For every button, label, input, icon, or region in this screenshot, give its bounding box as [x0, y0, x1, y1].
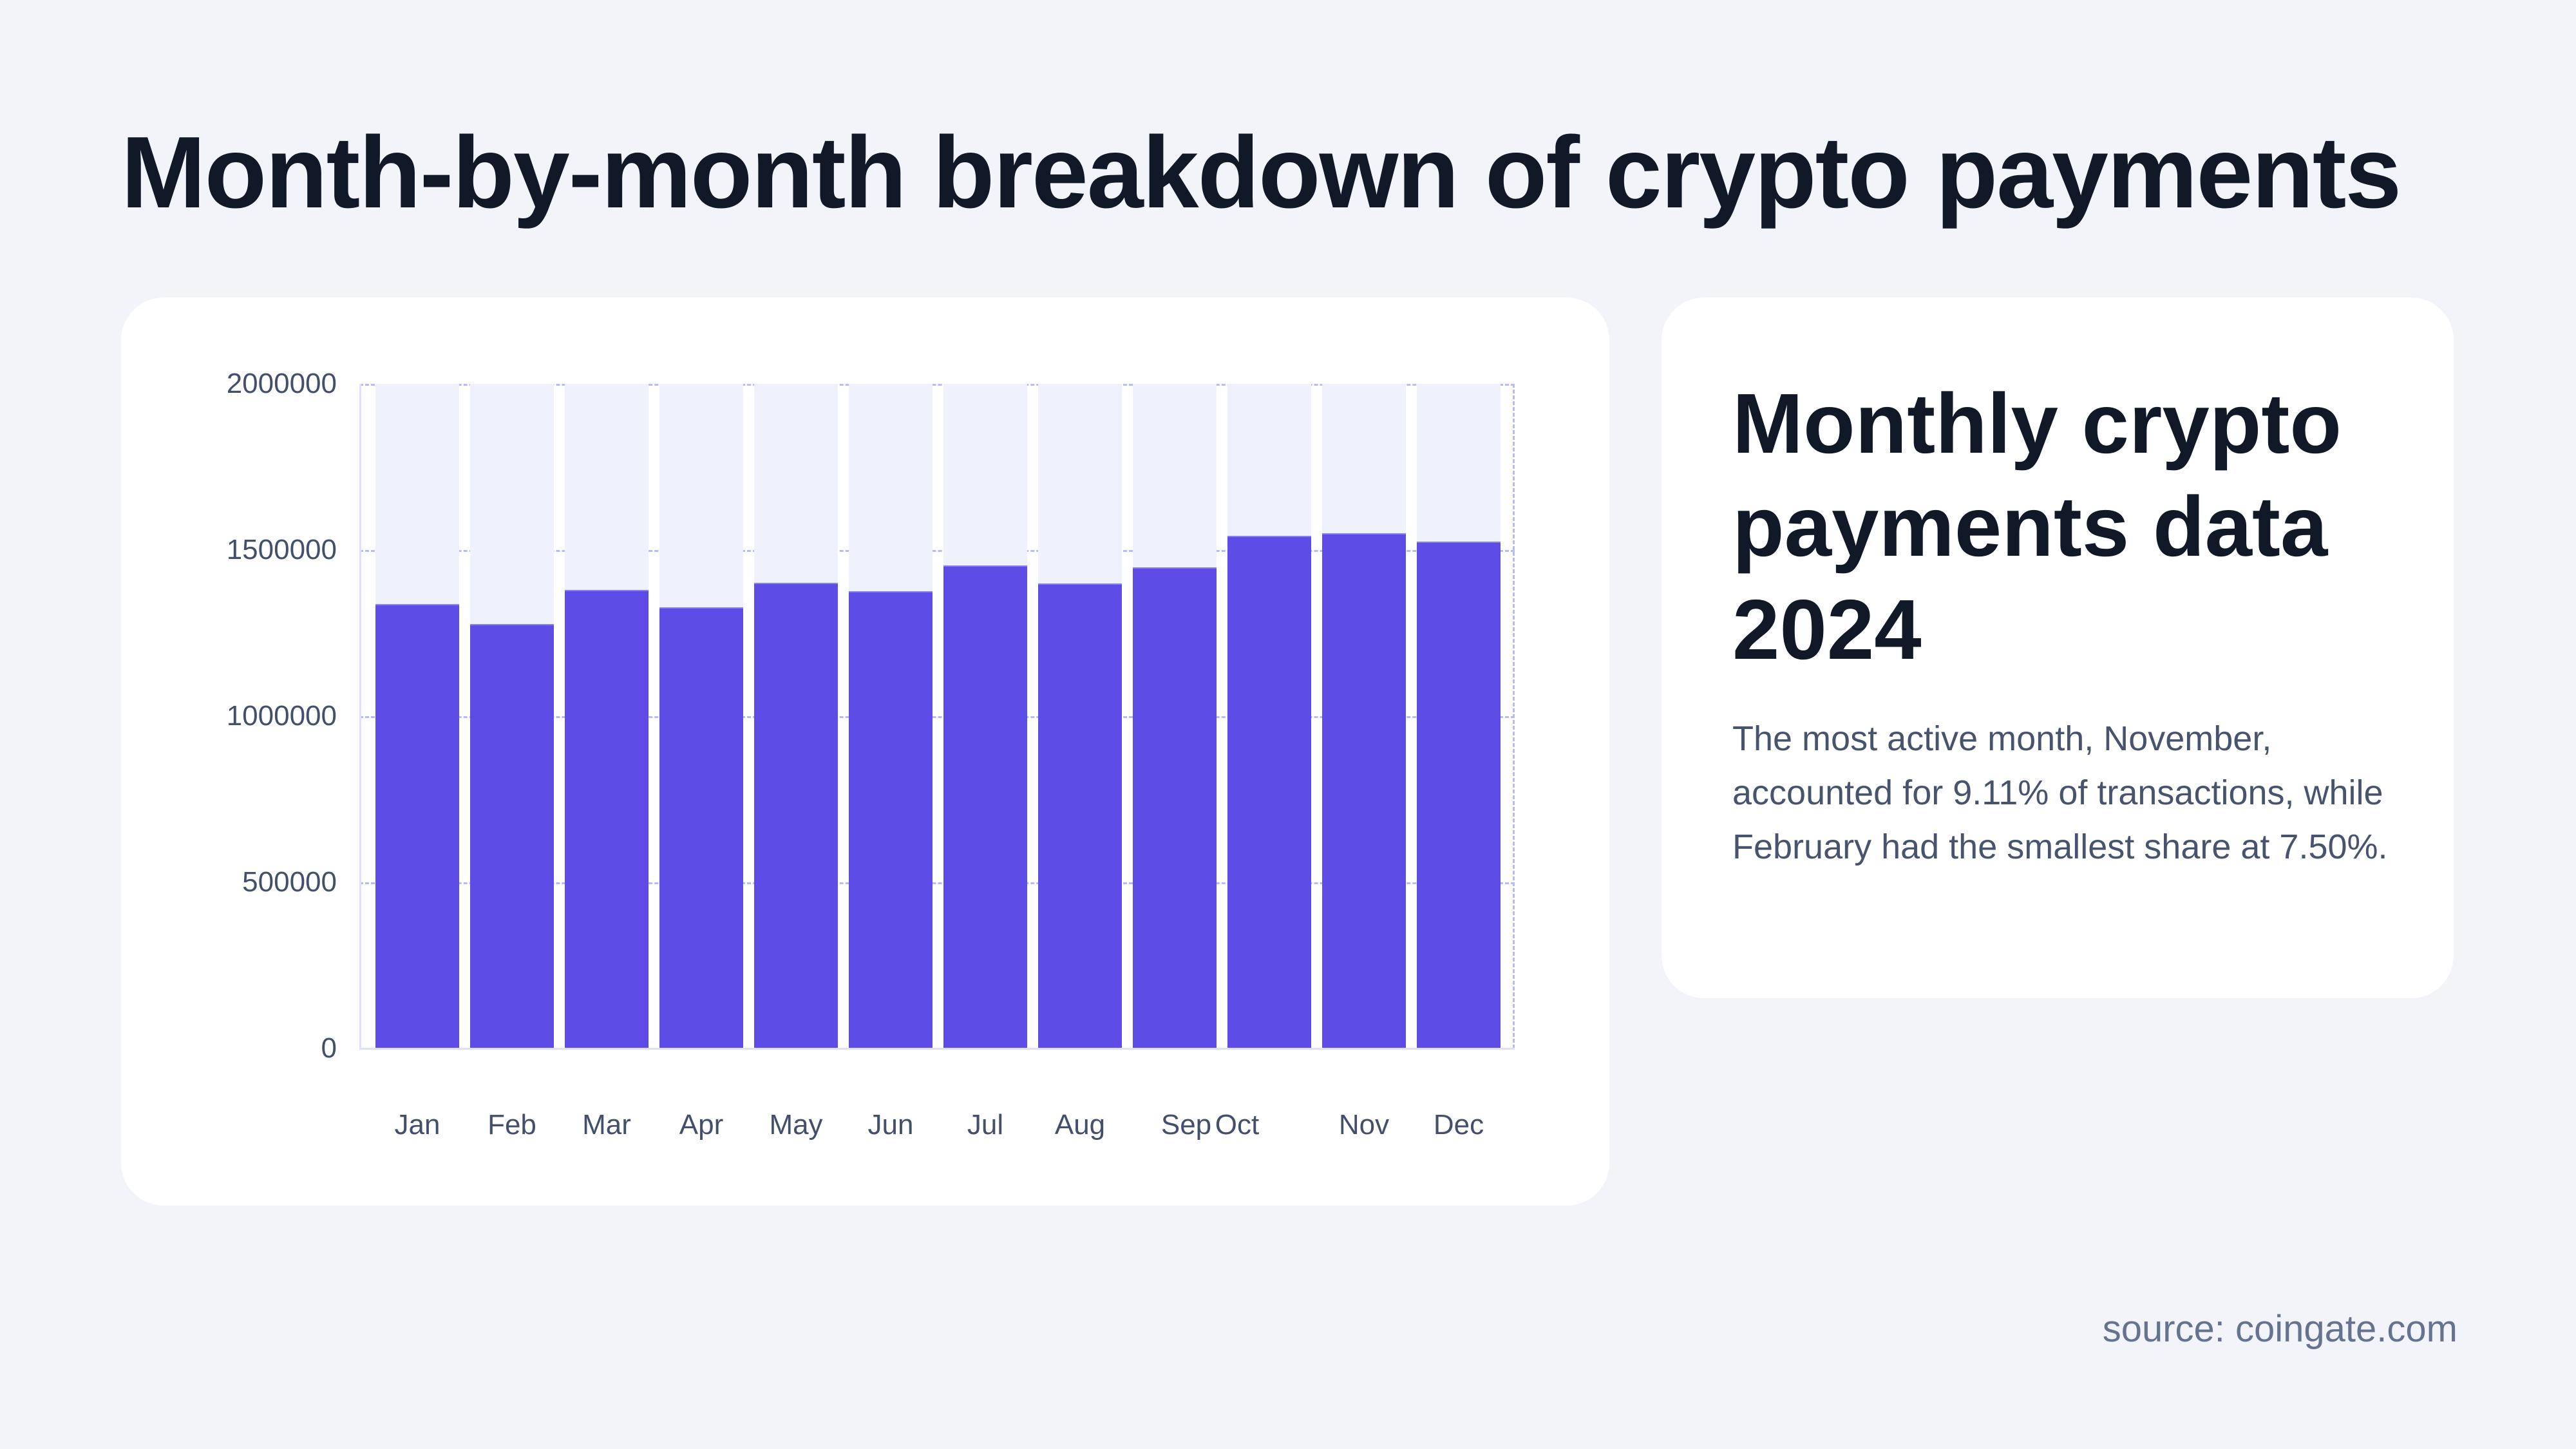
gridline-1000000: [359, 716, 1515, 718]
x-axis-line: [359, 1048, 1515, 1050]
bar-may: [754, 583, 838, 1048]
x-label-may: May: [769, 1109, 823, 1141]
bar-oct: [1227, 536, 1311, 1048]
x-label-dec: Dec: [1433, 1109, 1484, 1141]
x-label-jan: Jan: [394, 1109, 440, 1141]
y-tick-label-500000: 500000: [242, 866, 337, 898]
x-label-feb: Feb: [488, 1109, 536, 1141]
y-tick-label-0: 0: [321, 1032, 337, 1064]
right-axis-dashed-line: [1513, 384, 1515, 1048]
bar-apr: [659, 607, 743, 1048]
bar-jul: [943, 565, 1027, 1048]
bar-mar: [565, 589, 649, 1048]
x-label-jul: Jul: [967, 1109, 1004, 1141]
bar-aug: [1038, 583, 1122, 1048]
bar-sep: [1133, 567, 1217, 1048]
bar-nov: [1322, 533, 1406, 1048]
source-credit: source: coingate.com: [2102, 1308, 2458, 1350]
y-tick-label-1500000: 1500000: [226, 534, 337, 565]
gridline-1500000: [359, 550, 1515, 552]
y-tick-label-2000000: 2000000: [226, 368, 337, 399]
info-heading: Monthly crypto payments data 2024: [1732, 376, 2342, 677]
y-axis-line: [359, 384, 361, 1048]
gridline-2000000: [359, 384, 1515, 386]
info-description: The most active month, November, account…: [1732, 719, 2388, 866]
x-label-oct: Oct: [1215, 1109, 1260, 1141]
bar-chart-plot-area: [359, 384, 1515, 1050]
x-label-apr: Apr: [679, 1109, 724, 1141]
x-label-jun: Jun: [867, 1109, 914, 1141]
x-label-sep: Sep: [1160, 1109, 1212, 1141]
y-tick-label-1000000: 1000000: [226, 700, 337, 732]
bar-dec: [1417, 542, 1501, 1048]
info-card: [1662, 298, 2454, 998]
page-title: Month-by-month breakdown of crypto payme…: [121, 116, 2401, 229]
x-label-mar: Mar: [582, 1109, 631, 1141]
bar-feb: [470, 624, 554, 1048]
x-label-aug: Aug: [1054, 1109, 1106, 1141]
gridline-500000: [359, 882, 1515, 884]
bar-jun: [849, 591, 933, 1048]
x-label-nov: Nov: [1338, 1109, 1390, 1141]
bar-jan: [375, 604, 459, 1048]
